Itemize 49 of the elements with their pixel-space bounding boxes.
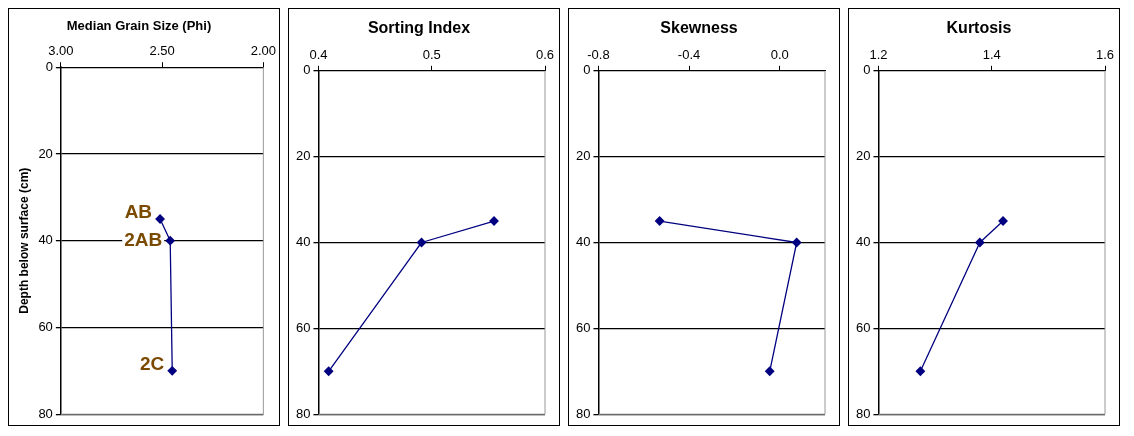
x-tick-label: 0.5	[422, 46, 441, 62]
y-tick-label: 0	[863, 62, 871, 78]
chart-title: Kurtosis	[946, 19, 1012, 37]
annotation: 2AB	[124, 228, 163, 250]
point	[654, 216, 665, 226]
y-tick-label: 60	[575, 319, 591, 335]
x-tick-label: 0.6	[535, 46, 555, 62]
y-axis-title: Depth below surface (cm)	[16, 167, 31, 314]
y-tick-label: 60	[295, 319, 311, 335]
y-tick-label: 40	[855, 234, 871, 250]
y-tick-label: 0	[45, 58, 53, 74]
point	[765, 366, 775, 376]
y-tick-label: 40	[575, 234, 591, 250]
x-tick-label: 0.4	[309, 46, 328, 62]
chart-title: Sorting Index	[367, 19, 471, 37]
chart-title: Skewness	[660, 19, 738, 37]
x-tick-label: 2.00	[250, 42, 277, 58]
y-tick-label: 80	[855, 405, 871, 421]
y-tick-label: 40	[38, 232, 53, 248]
chart-title: Median Grain Size (Phi)	[66, 18, 212, 34]
x-tick-label: 1.6	[1095, 46, 1115, 62]
x-tick-label: 2.50	[149, 42, 175, 58]
point	[167, 366, 177, 376]
y-tick-label: 20	[575, 148, 591, 164]
y-tick-label: 40	[295, 234, 311, 250]
x-tick-label: 1.4	[982, 46, 1001, 62]
point	[975, 237, 985, 248]
annotation: AB	[124, 201, 153, 223]
y-tick-label: 0	[303, 62, 311, 78]
point	[998, 216, 1008, 226]
point	[324, 366, 334, 376]
y-tick-label: 80	[38, 405, 53, 421]
y-tick-label: 0	[583, 62, 591, 78]
y-tick-label: 80	[295, 405, 311, 421]
y-tick-label: 60	[38, 319, 53, 335]
x-tick-label: 0.0	[770, 46, 789, 62]
y-tick-label: 20	[855, 148, 871, 164]
point	[165, 236, 175, 246]
x-tick-label: -0.4	[677, 46, 701, 62]
x-tick-label: 1.2	[869, 46, 888, 62]
y-tick-label: 80	[575, 405, 591, 421]
annotation: 2C	[139, 353, 165, 375]
y-tick-label: 20	[295, 148, 311, 164]
y-tick-label: 60	[855, 319, 871, 335]
x-tick-label: 3.00	[48, 42, 74, 58]
point	[792, 237, 802, 248]
x-tick-label: -0.8	[587, 46, 610, 62]
y-tick-label: 20	[38, 145, 53, 161]
point	[915, 366, 926, 376]
